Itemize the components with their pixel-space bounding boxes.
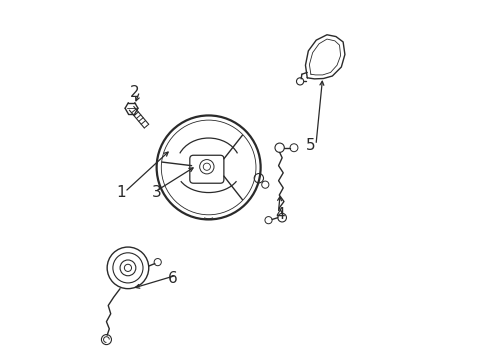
Text: 4: 4 bbox=[275, 207, 285, 221]
Text: 6: 6 bbox=[167, 271, 177, 286]
Text: 1: 1 bbox=[116, 185, 125, 200]
Text: 3: 3 bbox=[151, 185, 161, 200]
Text: 5: 5 bbox=[305, 139, 315, 153]
Text: 2: 2 bbox=[130, 85, 140, 100]
